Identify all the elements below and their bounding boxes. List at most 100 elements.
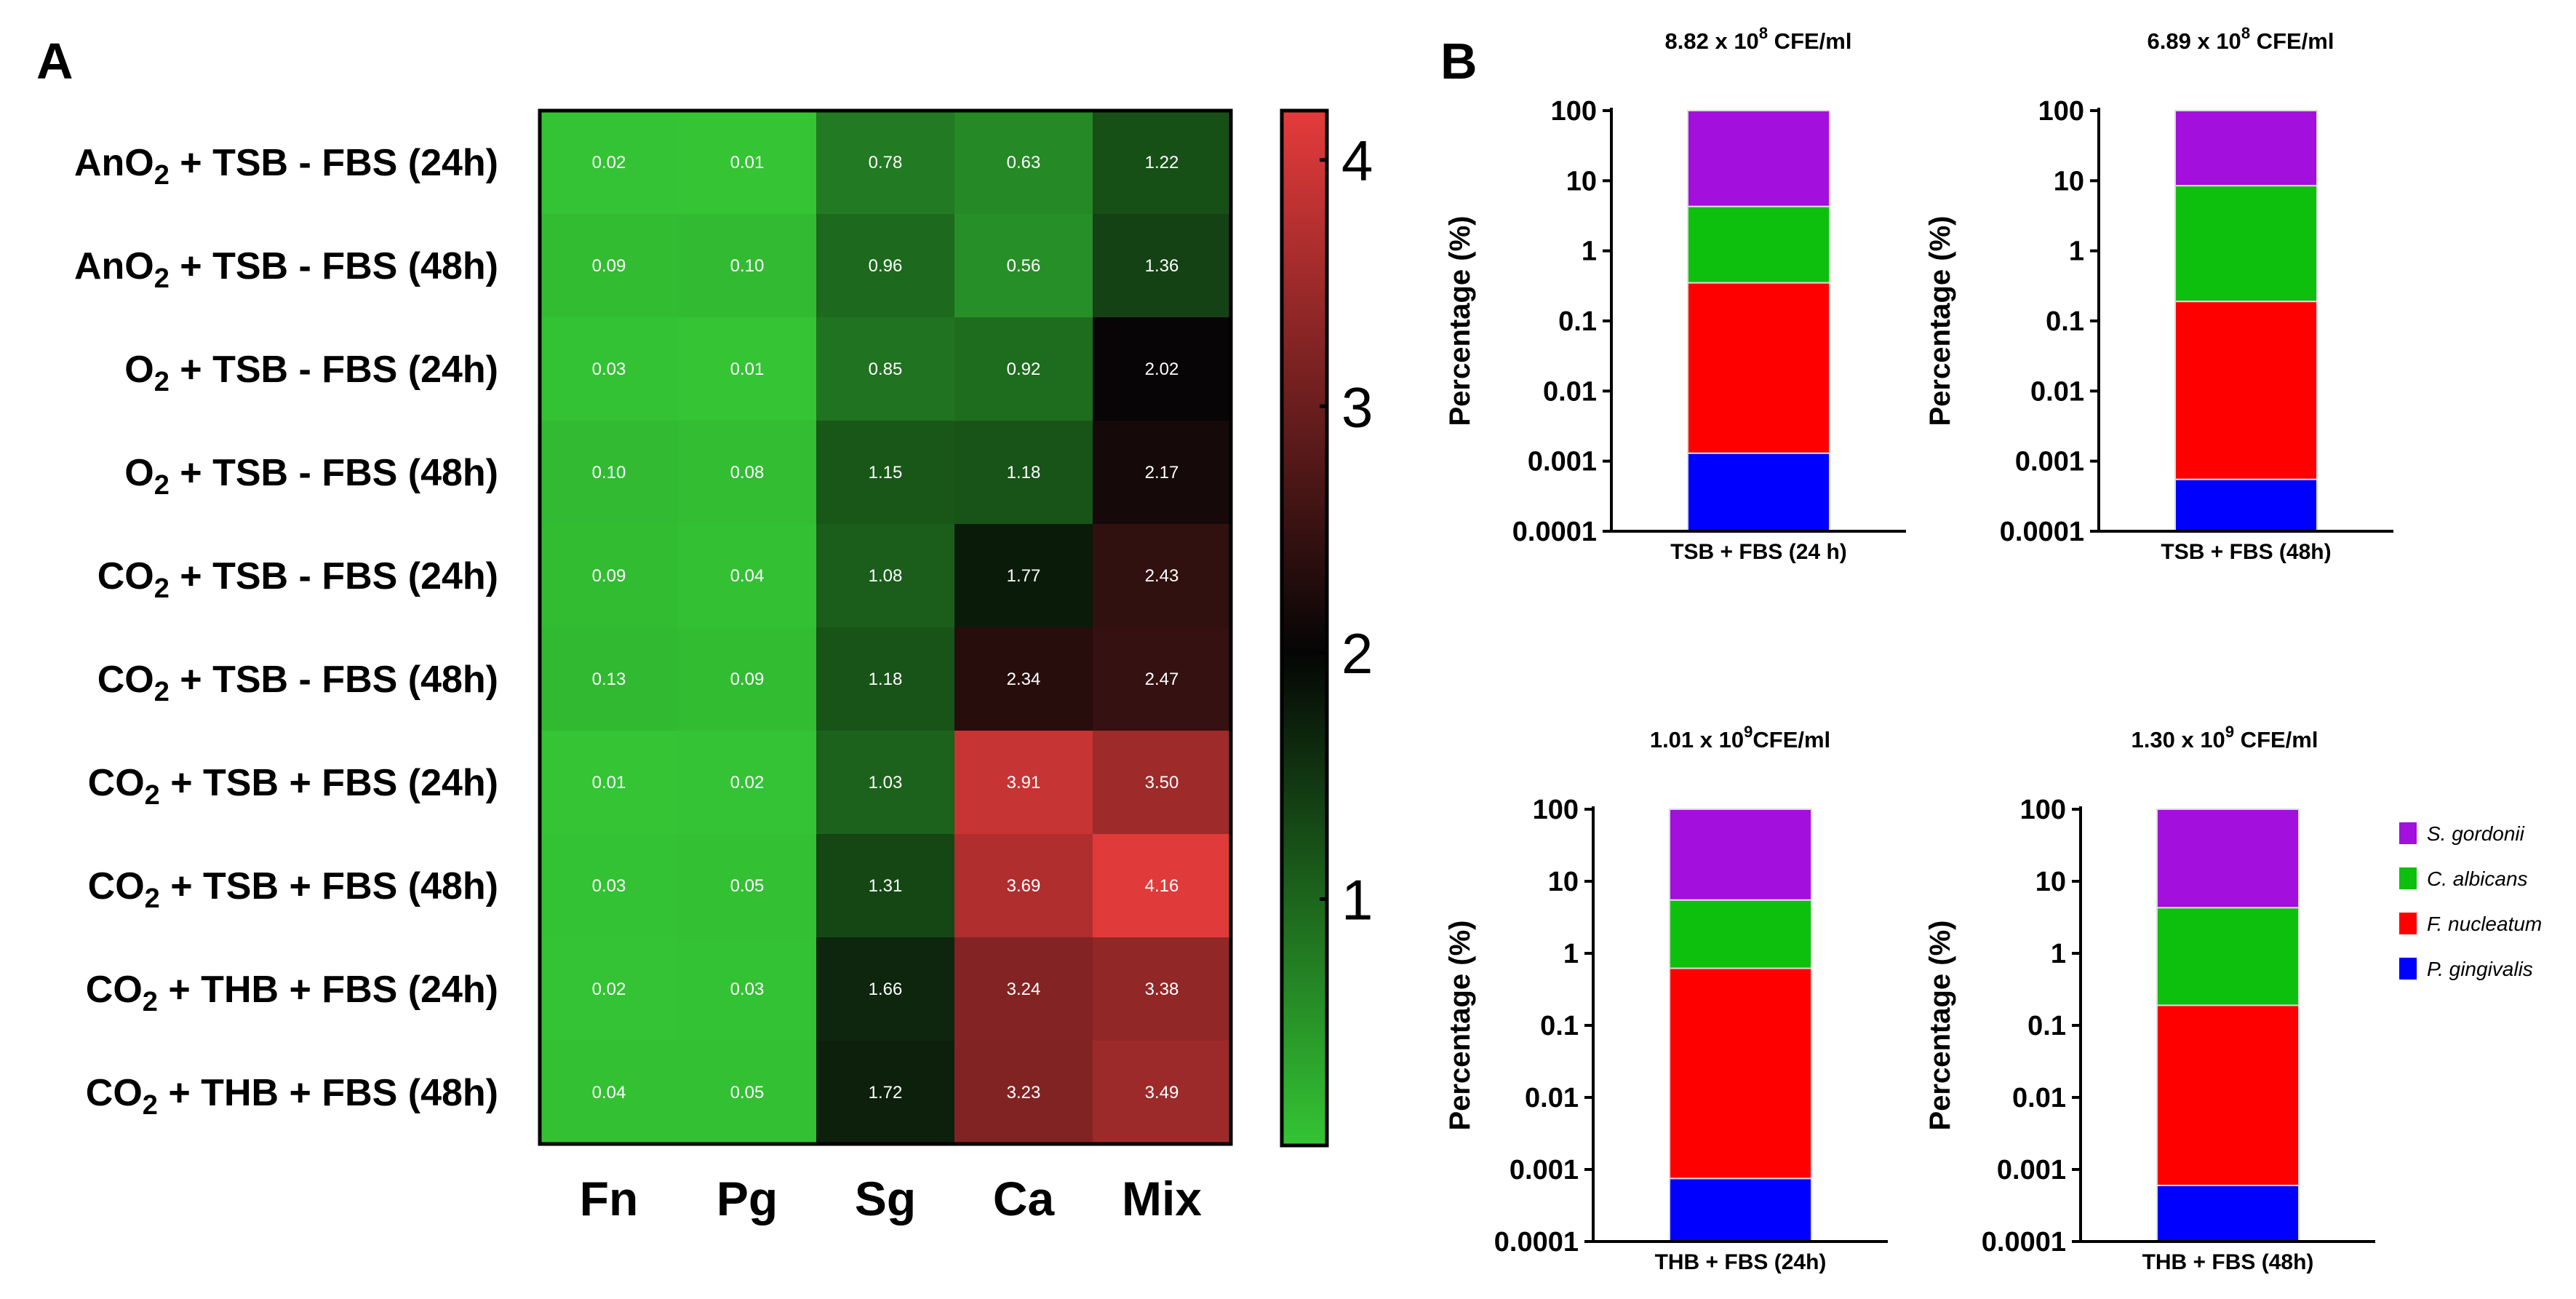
bar-chart-3: 1.01 x 109CFE/ml 100 10 1 0.1 0.01 0.001 0.0001…	[1444, 723, 1888, 1274]
heatmap-cell	[540, 524, 679, 628]
heatmap-cell	[678, 317, 817, 421]
row-label-subscript: 2	[145, 780, 160, 811]
heatmap-cell	[1093, 214, 1232, 318]
title-unit: CFE/ml	[2234, 727, 2318, 752]
heatmap-cell	[816, 627, 955, 731]
y-tick-label: 0.1	[2027, 1011, 2066, 1041]
y-tick-label: 10	[1566, 166, 1597, 196]
heatmap-cell-value: 0.03	[592, 876, 626, 896]
row-label-prefix: CO	[97, 555, 154, 597]
heatmap-cell	[1093, 834, 1232, 938]
bar-segment-c-albicans	[1669, 899, 1812, 969]
heatmap-column-label: Mix	[1122, 1172, 1202, 1225]
heatmap-cell	[1093, 731, 1232, 835]
bar-segment-f-nucleatum	[2174, 301, 2318, 480]
y-axis-label: Percentage (%)	[1444, 921, 1476, 1131]
colorbar	[1280, 108, 1329, 1148]
row-label-prefix: AnO	[74, 245, 154, 287]
heatmap-cell	[540, 214, 679, 318]
y-tick-label: 0.01	[2012, 1083, 2066, 1113]
y-tick-label: 0.001	[1510, 1155, 1579, 1185]
heatmap-cell	[1093, 937, 1232, 1041]
heatmap-cell	[678, 421, 817, 525]
bar-segment-f-nucleatum	[1669, 967, 1812, 1180]
heatmap-cell-value: 1.22	[1145, 153, 1179, 172]
y-tick-label: 0.01	[1543, 376, 1597, 407]
title-base: 8.82 x 10	[1665, 28, 1759, 54]
stacked-bar-panel: B 8.82 x 108 CFE/ml1001010.10.010.0010.00…	[1440, 24, 2542, 1274]
heatmap-cell	[1093, 111, 1232, 215]
heatmap-cell-value: 0.03	[730, 980, 765, 999]
heatmap-row-label: CO2 + TSB - FBS (24h)	[97, 555, 498, 604]
bar-segment-f-nucleatum	[1687, 282, 1830, 454]
heatmap-cell-value: 0.02	[730, 773, 765, 792]
heatmap-cell	[954, 834, 1093, 938]
y-axis-label: Percentage (%)	[1924, 921, 1956, 1131]
heatmap-cell	[678, 1041, 817, 1145]
title-exponent: 8	[1759, 24, 1768, 42]
heatmap-cell	[954, 111, 1093, 215]
row-label-prefix: O	[124, 452, 153, 494]
heatmap-cell	[678, 111, 817, 215]
bar-segment-s-gordonii	[2174, 110, 2318, 187]
row-label-prefix: CO	[88, 762, 145, 804]
heatmap-row-label: AnO2 + TSB - FBS (48h)	[74, 245, 498, 294]
heatmap-cell-value: 1.77	[1007, 566, 1041, 586]
bar-segment-s-gordonii	[1669, 809, 1812, 901]
heatmap-cell-value: 3.23	[1007, 1083, 1041, 1103]
heatmap-row-label: CO2 + TSB + FBS (24h)	[88, 762, 498, 811]
heatmap-cell-value: 0.04	[592, 1083, 626, 1103]
bar-chart-4: 1.30 x 109 CFE/ml 100 10 1 0.1 0.01 0.001 0.000…	[1924, 723, 2375, 1274]
heatmap-row-label: CO2 + THB + FBS (24h)	[86, 969, 498, 1017]
y-tick-label: 0.001	[1997, 1155, 2066, 1185]
y-tick-label: 0.001	[2015, 447, 2084, 477]
heatmap-cell-value: 2.02	[1145, 359, 1179, 379]
heatmap-cell-value: 0.13	[592, 670, 626, 689]
bar-segment-p-gingivalis	[2174, 478, 2318, 533]
heatmap-cell-value: 0.01	[730, 153, 765, 172]
heatmap-cell	[954, 1041, 1093, 1145]
heatmap-column-label: Fn	[580, 1172, 639, 1225]
heatmap-cell	[954, 214, 1093, 318]
bar-segment-c-albicans	[1687, 205, 1830, 284]
heatmap-cell	[540, 317, 679, 421]
heatmap-cell	[816, 937, 955, 1041]
title-base: 6.89 x 10	[2148, 28, 2241, 54]
row-label-subscript: 2	[154, 367, 170, 397]
heatmap-cell	[816, 111, 955, 215]
heatmap-cell-value: 0.63	[1007, 153, 1041, 172]
y-tick-label: 0.0001	[2000, 517, 2084, 547]
heatmap-cell-value: 3.38	[1145, 980, 1179, 999]
heatmap-cell-value: 4.16	[1145, 876, 1179, 896]
row-label-suffix: + TSB - FBS (48h)	[170, 452, 498, 494]
y-tick-label: 0.0001	[1982, 1227, 2066, 1258]
colorbar-tick-label: 1	[1341, 867, 1373, 931]
colorbar-tick-label: 4	[1341, 129, 1373, 193]
heatmap-column-label: Ca	[993, 1172, 1056, 1225]
heatmap-cell	[1093, 421, 1232, 525]
heatmap-cell-value: 0.10	[592, 463, 626, 482]
heatmap-cell-value: 0.05	[730, 876, 765, 896]
y-tick-label: 1	[2051, 939, 2066, 969]
bar-segment-p-gingivalis	[1687, 452, 1830, 532]
heatmap-cell	[816, 317, 955, 421]
heatmap-cell	[678, 834, 817, 938]
row-label-subscript: 2	[143, 1090, 158, 1121]
y-tick-label: 1	[1582, 237, 1597, 267]
row-label-subscript: 2	[154, 677, 170, 707]
heatmap-cell	[678, 731, 817, 835]
heatmap-cell	[954, 317, 1093, 421]
row-label-suffix: + TSB + FBS (24h)	[160, 762, 498, 804]
heatmap-cell-value: 0.85	[869, 359, 903, 379]
heatmap-cell	[540, 111, 679, 215]
row-label-subscript: 2	[154, 160, 170, 191]
heatmap-cell	[1093, 524, 1232, 628]
panel-b-label: B	[1440, 33, 1478, 90]
heatmap-cell-value: 1.18	[869, 670, 903, 689]
bar-segment-p-gingivalis	[2156, 1184, 2300, 1242]
heatmap-cell-value: 0.04	[730, 566, 765, 586]
heatmap-cell	[954, 421, 1093, 525]
y-tick-label: 0.0001	[1512, 517, 1597, 547]
heatmap-cell	[816, 834, 955, 938]
bar-segment-c-albicans	[2156, 907, 2300, 1006]
